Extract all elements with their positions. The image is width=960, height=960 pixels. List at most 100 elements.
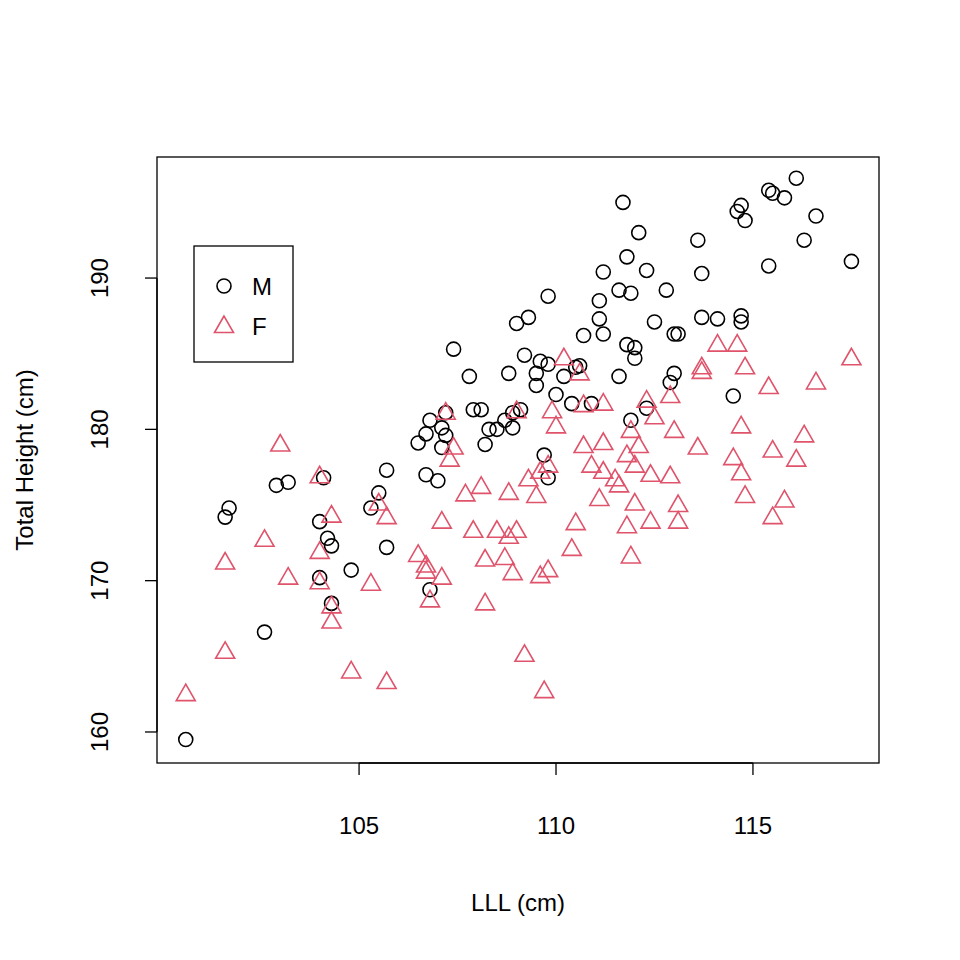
point [795,425,814,442]
point [628,341,642,355]
point [734,198,748,212]
x-tick [358,763,359,775]
x-tick [752,763,753,775]
point [594,462,613,479]
point [577,329,591,343]
point [574,395,593,412]
legend-symbol [217,279,231,293]
point [661,466,680,483]
point [521,310,535,324]
legend-label: M [252,273,272,300]
point [734,315,748,329]
point [624,286,638,300]
point [691,233,705,247]
point [621,546,640,563]
point [176,684,195,701]
legend-symbol [215,316,234,333]
point [612,369,626,383]
point [762,183,776,197]
point [490,422,504,436]
point [179,733,193,747]
point [844,254,858,268]
point [641,512,660,529]
point [541,289,555,303]
point [574,436,593,453]
point [763,441,782,458]
point [669,512,688,529]
point [620,338,634,352]
point [517,348,531,362]
y-tick [145,580,157,581]
point [537,448,551,462]
point [692,357,711,374]
point [533,354,547,368]
y-tick-label: 180 [86,409,113,449]
point [310,572,329,589]
point [216,553,235,570]
point [515,645,534,662]
point [732,416,751,433]
point [625,456,644,473]
point [440,450,459,467]
point [692,362,711,379]
point [667,366,681,380]
point [439,428,453,442]
point [777,191,791,205]
point [431,474,445,488]
y-tick-label: 190 [86,258,113,298]
point [380,463,394,477]
point [539,456,558,473]
point [472,477,491,494]
point [514,403,528,417]
point [592,294,606,308]
point [310,542,329,559]
point [222,501,236,515]
point [797,233,811,247]
point [809,209,823,223]
point [361,574,380,591]
legend-label: F [252,313,267,340]
point [541,357,555,371]
y-tick [145,731,157,732]
point [726,389,740,403]
point [506,421,520,435]
point [444,438,463,455]
chart: 105110115160170180190LLL (cm)Total Heigh… [0,0,960,960]
point [495,548,514,565]
point [549,388,563,402]
point [324,539,338,553]
points [176,171,861,746]
point [482,422,496,436]
point [596,265,610,279]
point [377,507,396,524]
point [502,366,516,380]
y-tick [145,277,157,278]
point [617,516,636,533]
point [695,267,709,281]
point [708,335,727,352]
x-tick-label: 105 [339,812,379,839]
x-tick-label: 110 [537,812,575,839]
point [763,507,782,524]
point [640,263,654,277]
point [762,259,776,273]
point [322,506,341,523]
background [0,0,960,960]
point [842,348,861,365]
point [218,510,232,524]
point [632,226,646,240]
point [498,413,512,427]
point [594,433,613,450]
point [380,540,394,554]
point [432,512,451,529]
point [557,369,571,383]
point [554,348,573,365]
y-tick [145,429,157,430]
x-axis-label: LLL (cm) [471,889,565,916]
point [507,401,526,418]
point [462,369,476,383]
point [789,171,803,185]
point [637,391,656,408]
point [432,568,451,585]
point [255,530,274,547]
